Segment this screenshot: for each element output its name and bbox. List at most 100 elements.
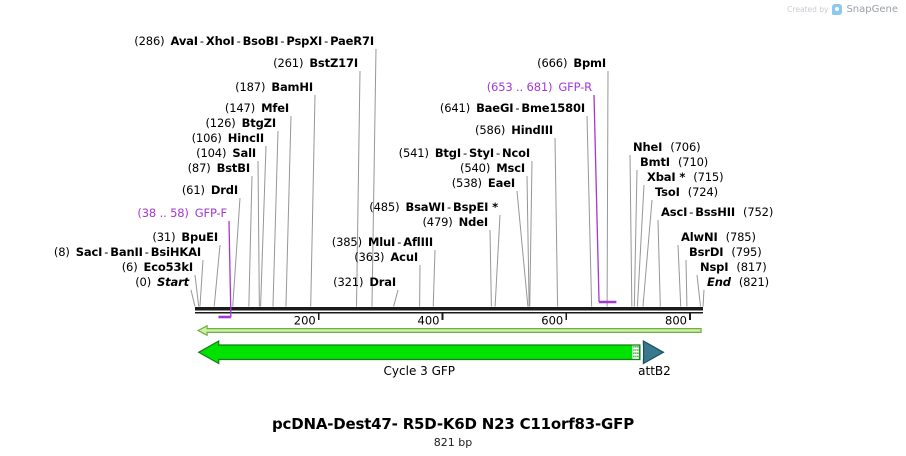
site-name-separator: - (397, 235, 402, 249)
feature-arrow-cycle-3-gfp[interactable] (197, 339, 641, 365)
site-label-AscI-BssHII[interactable]: AscI - BssHII (752) (661, 206, 773, 219)
ruler-label: 600 (541, 314, 563, 328)
site-label-NheI[interactable]: NheI (706) (633, 141, 701, 154)
site-name: EaeI (487, 176, 515, 190)
title-block: pcDNA-Dest47- R5D-K6D N23 C11orf83-GFP 8… (0, 415, 906, 449)
site-name: XbaI * (647, 170, 686, 184)
site-name: BssHII (695, 205, 735, 219)
site-label-AvaI-XhoI-BsoBI-PspXI-PaeR7I[interactable]: (286) AvaI - XhoI - BsoBI - PspXI - PaeR7I (134, 35, 374, 48)
site-position: (385) (331, 235, 362, 249)
site-label-HindIII[interactable]: (586) HindIII (475, 124, 553, 137)
site-position: (61) (181, 183, 205, 197)
site-name: BsaWI (405, 200, 446, 214)
site-position: (363) (354, 250, 385, 264)
site-label-DraI[interactable]: (321) DraI (333, 276, 396, 289)
site-name: XhoI (205, 34, 235, 48)
site-name-separator: - (199, 34, 204, 48)
site-position: (666) (537, 56, 568, 70)
site-name: Start (157, 275, 189, 289)
site-name-separator: - (495, 146, 500, 160)
primer-label-GFP-R[interactable]: (653 .. 681) GFP-R (487, 81, 592, 94)
site-name: Eco53kI (143, 260, 194, 274)
site-label-BpmI[interactable]: (666) BpmI (537, 57, 606, 70)
site-leader-line (529, 160, 533, 307)
feature-arrow-attb2[interactable] (642, 339, 665, 365)
site-label-End[interactable]: End (821) (707, 276, 769, 289)
site-position: (641) (439, 101, 471, 115)
site-name: End (707, 275, 731, 289)
site-name: BamHI (271, 80, 313, 94)
site-position: (261) (273, 56, 304, 70)
site-position: (187) (235, 80, 266, 94)
site-label-BsrDI[interactable]: BsrDI (795) (689, 246, 762, 259)
site-leader-line (432, 249, 436, 307)
site-label-MscI[interactable]: (540) MscI (460, 162, 525, 175)
site-label-Eco53kI[interactable]: (6) Eco53kI (122, 261, 193, 274)
site-leader-line (285, 115, 292, 307)
site-name-separator: - (280, 34, 285, 48)
site-label-AcuI[interactable]: (363) AcuI (354, 251, 418, 264)
site-label-MluI-AflIII[interactable]: (385) MluI - AflIII (332, 236, 433, 249)
ruler-label: 200 (294, 314, 316, 328)
site-label-BtgI-StyI-NcoI[interactable]: (541) BtgI - StyI - NcoI (399, 146, 531, 160)
site-label-BamHI[interactable]: (187) BamHI (235, 81, 313, 94)
site-label-AlwNI[interactable]: AlwNI (785) (681, 231, 756, 244)
site-position: (795) (731, 245, 762, 259)
site-leader-line (554, 137, 559, 307)
site-label-Start[interactable]: (0) Start (135, 276, 189, 289)
site-label-SacI-BanII-BsiHKAI[interactable]: (8) SacI - BanII - BsiHKAI (54, 246, 201, 259)
site-position: (126) (205, 116, 236, 130)
site-label-BstBI[interactable]: (87) BstBI (188, 162, 251, 175)
site-name: BsoBI (242, 34, 279, 48)
primer-label-GFP-F[interactable]: (38 .. 58) GFP-F (137, 207, 227, 220)
site-label-XbaI[interactable]: XbaI * (715) (647, 170, 724, 184)
site-name: BspEI * (453, 200, 498, 214)
site-leader-line (371, 48, 377, 307)
site-label-BpuEI[interactable]: (31) BpuEI (152, 231, 218, 244)
site-label-HincII[interactable]: (106) HincII (192, 132, 265, 145)
site-name-separator: - (463, 146, 467, 160)
site-label-EaeI[interactable]: (538) EaeI (452, 177, 515, 190)
site-leader-line (257, 160, 260, 307)
site-position: (724) (687, 185, 718, 199)
site-leader-line (213, 244, 221, 307)
feature-label-attb2[interactable]: attB2 (638, 363, 671, 378)
site-name: MluI (367, 235, 396, 249)
site-name: NdeI (458, 215, 488, 229)
site-leader-line (696, 274, 702, 307)
site-label-DrdI[interactable]: (61) DrdI (182, 184, 238, 197)
site-name-separator: - (689, 205, 694, 219)
site-label-SalI[interactable]: (104) SalI (196, 147, 256, 160)
site-name: DraI (369, 275, 396, 289)
site-label-BstZ17I[interactable]: (261) BstZ17I (273, 57, 358, 70)
site-label-NspI[interactable]: NspI (817) (700, 261, 767, 274)
plasmid-length: 821 bp (433, 436, 473, 449)
site-leader-line (190, 289, 196, 307)
site-leader-line (310, 94, 316, 307)
site-leader-line (606, 70, 609, 307)
site-name-separator: - (324, 34, 329, 48)
site-leader-line (685, 259, 688, 307)
site-leader-line (586, 115, 593, 307)
site-position: (785) (725, 230, 756, 244)
site-name: BanII (110, 245, 143, 259)
site-leader-line (393, 289, 399, 307)
site-label-MfeI[interactable]: (147) MfeI (225, 102, 289, 115)
site-label-NdeI[interactable]: (479) NdeI (422, 216, 488, 229)
site-label-BmtI[interactable]: BmtI (710) (640, 156, 708, 169)
site-label-TsoI[interactable]: TsoI (724) (655, 186, 718, 199)
feature-label-cycle-3-gfp[interactable]: Cycle 3 GFP (383, 363, 456, 378)
sequence-bar-top (195, 307, 703, 311)
site-label-BaeGI-Bme1580I[interactable]: (641) BaeGI - Bme1580I (440, 102, 585, 115)
site-name: PspXI (286, 34, 323, 48)
site-leader-line (232, 197, 241, 307)
site-label-BsaWI-BspEI[interactable]: (485) BsaWI - BspEI * (369, 201, 498, 214)
site-name-separator: - (236, 34, 241, 48)
site-label-BtgZI[interactable]: (126) BtgZI (205, 117, 276, 130)
site-leader-line (633, 169, 638, 307)
site-position: (817) (736, 260, 767, 274)
site-name: MfeI (261, 101, 289, 115)
site-position: (586) (475, 123, 506, 137)
site-name: NcoI (501, 146, 530, 160)
